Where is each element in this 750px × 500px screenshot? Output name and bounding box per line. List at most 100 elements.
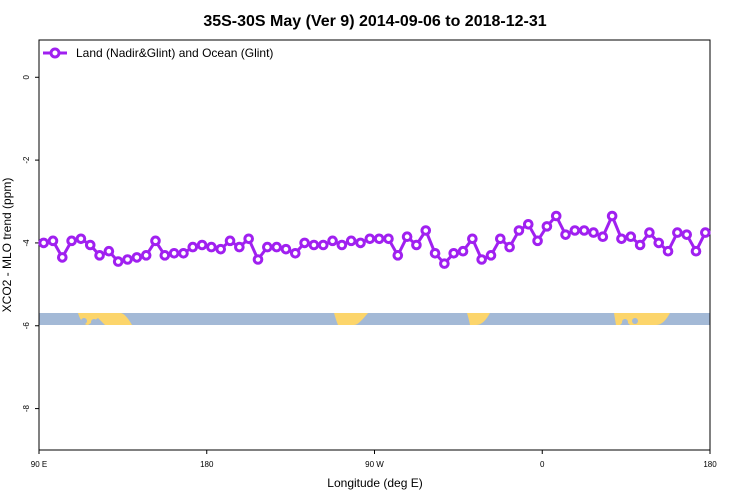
y-tick-label: -6 bbox=[22, 322, 31, 330]
data-point bbox=[38, 237, 49, 249]
data-point bbox=[317, 239, 329, 251]
data-point bbox=[513, 225, 525, 236]
data-point bbox=[634, 239, 646, 251]
data-point bbox=[262, 241, 273, 253]
data-point bbox=[131, 252, 143, 263]
data-point bbox=[56, 252, 68, 263]
data-point bbox=[150, 235, 161, 247]
data-point bbox=[206, 241, 217, 253]
data-point bbox=[532, 235, 543, 247]
legend-label: Land (Nadir&Glint) and Ocean (Glint) bbox=[76, 46, 273, 60]
x-axis-label: Longitude (deg E) bbox=[327, 476, 422, 490]
data-point bbox=[550, 210, 562, 222]
land-region bbox=[334, 313, 368, 325]
x-tick-label: 0 bbox=[540, 460, 545, 469]
data-point bbox=[625, 231, 637, 243]
data-point bbox=[401, 231, 413, 243]
data-point bbox=[522, 218, 534, 230]
data-point bbox=[700, 227, 711, 238]
data-point bbox=[569, 225, 581, 236]
data-point bbox=[476, 254, 487, 265]
data-point bbox=[467, 233, 478, 245]
data-point bbox=[616, 233, 627, 245]
x-tick-label: 180 bbox=[200, 460, 214, 469]
land-detail bbox=[632, 318, 638, 324]
land-detail bbox=[622, 319, 628, 325]
y-axis-label: XCO2 - MLO trend (ppm) bbox=[0, 178, 14, 313]
data-point bbox=[364, 233, 376, 245]
data-point bbox=[196, 239, 208, 251]
land-ocean-band bbox=[39, 313, 710, 325]
land-region bbox=[467, 313, 490, 325]
data-point bbox=[47, 235, 59, 247]
data-point bbox=[289, 247, 301, 259]
plot-frame bbox=[38, 39, 711, 451]
x-tick-label: 180 bbox=[703, 460, 717, 469]
data-point bbox=[485, 250, 497, 261]
data-point bbox=[280, 243, 292, 255]
ocean-strip bbox=[39, 313, 710, 325]
y-tick-label: -4 bbox=[22, 239, 31, 247]
data-point bbox=[383, 233, 394, 245]
legend-marker bbox=[49, 47, 61, 59]
data-point bbox=[588, 227, 599, 238]
data-point bbox=[606, 210, 618, 222]
data-point bbox=[681, 229, 693, 240]
data-point bbox=[560, 229, 571, 240]
data-point bbox=[299, 237, 310, 249]
data-point bbox=[373, 233, 385, 245]
data-point bbox=[429, 247, 441, 259]
data-point bbox=[243, 233, 254, 245]
data-point bbox=[439, 258, 450, 269]
data-point bbox=[653, 237, 665, 249]
y-tick-label: -2 bbox=[22, 156, 31, 164]
data-point bbox=[178, 247, 189, 259]
data-point bbox=[271, 241, 282, 253]
data-point bbox=[541, 221, 553, 232]
data-point bbox=[504, 241, 515, 253]
data-point bbox=[662, 245, 674, 257]
data-point bbox=[327, 235, 338, 247]
data-point bbox=[66, 235, 77, 247]
data-point bbox=[140, 250, 152, 261]
x-tick-label: 90 W bbox=[365, 460, 384, 469]
data-point bbox=[578, 225, 590, 236]
data-point bbox=[644, 227, 655, 238]
y-tick-label: -8 bbox=[22, 404, 31, 412]
data-point bbox=[252, 254, 264, 265]
data-point bbox=[122, 254, 133, 265]
data-point bbox=[345, 235, 357, 247]
data-point bbox=[112, 256, 124, 267]
data-point bbox=[168, 247, 180, 259]
data-point bbox=[672, 227, 683, 238]
data-point bbox=[159, 250, 171, 261]
data-point bbox=[215, 243, 227, 255]
data-point bbox=[355, 237, 366, 249]
data-point bbox=[234, 241, 245, 253]
y-axis: 0 -2 -4 -6 -8 bbox=[22, 74, 39, 412]
data-point bbox=[224, 235, 236, 247]
legend: Land (Nadir&Glint) and Ocean (Glint) bbox=[43, 46, 273, 60]
data-point bbox=[308, 239, 320, 251]
data-point bbox=[690, 245, 702, 257]
x-axis: 90 E 180 90 W 0 180 bbox=[31, 450, 717, 469]
x-tick-label: 90 E bbox=[31, 460, 47, 469]
data-point bbox=[84, 239, 96, 251]
data-point bbox=[420, 225, 432, 236]
data-point bbox=[448, 247, 460, 259]
data-point bbox=[392, 250, 404, 261]
data-point bbox=[75, 233, 87, 245]
data-point bbox=[597, 231, 609, 243]
data-point bbox=[411, 239, 422, 251]
y-tick-label: 0 bbox=[22, 74, 31, 79]
data-point bbox=[457, 245, 469, 257]
data-point bbox=[336, 239, 348, 251]
chart-title: 35S-30S May (Ver 9) 2014-09-06 to 2018-1… bbox=[203, 13, 546, 30]
data-series bbox=[38, 210, 711, 269]
data-point bbox=[94, 250, 105, 261]
land-detail bbox=[91, 319, 97, 325]
data-point bbox=[187, 241, 199, 253]
data-point bbox=[495, 233, 506, 245]
data-point bbox=[103, 245, 115, 257]
